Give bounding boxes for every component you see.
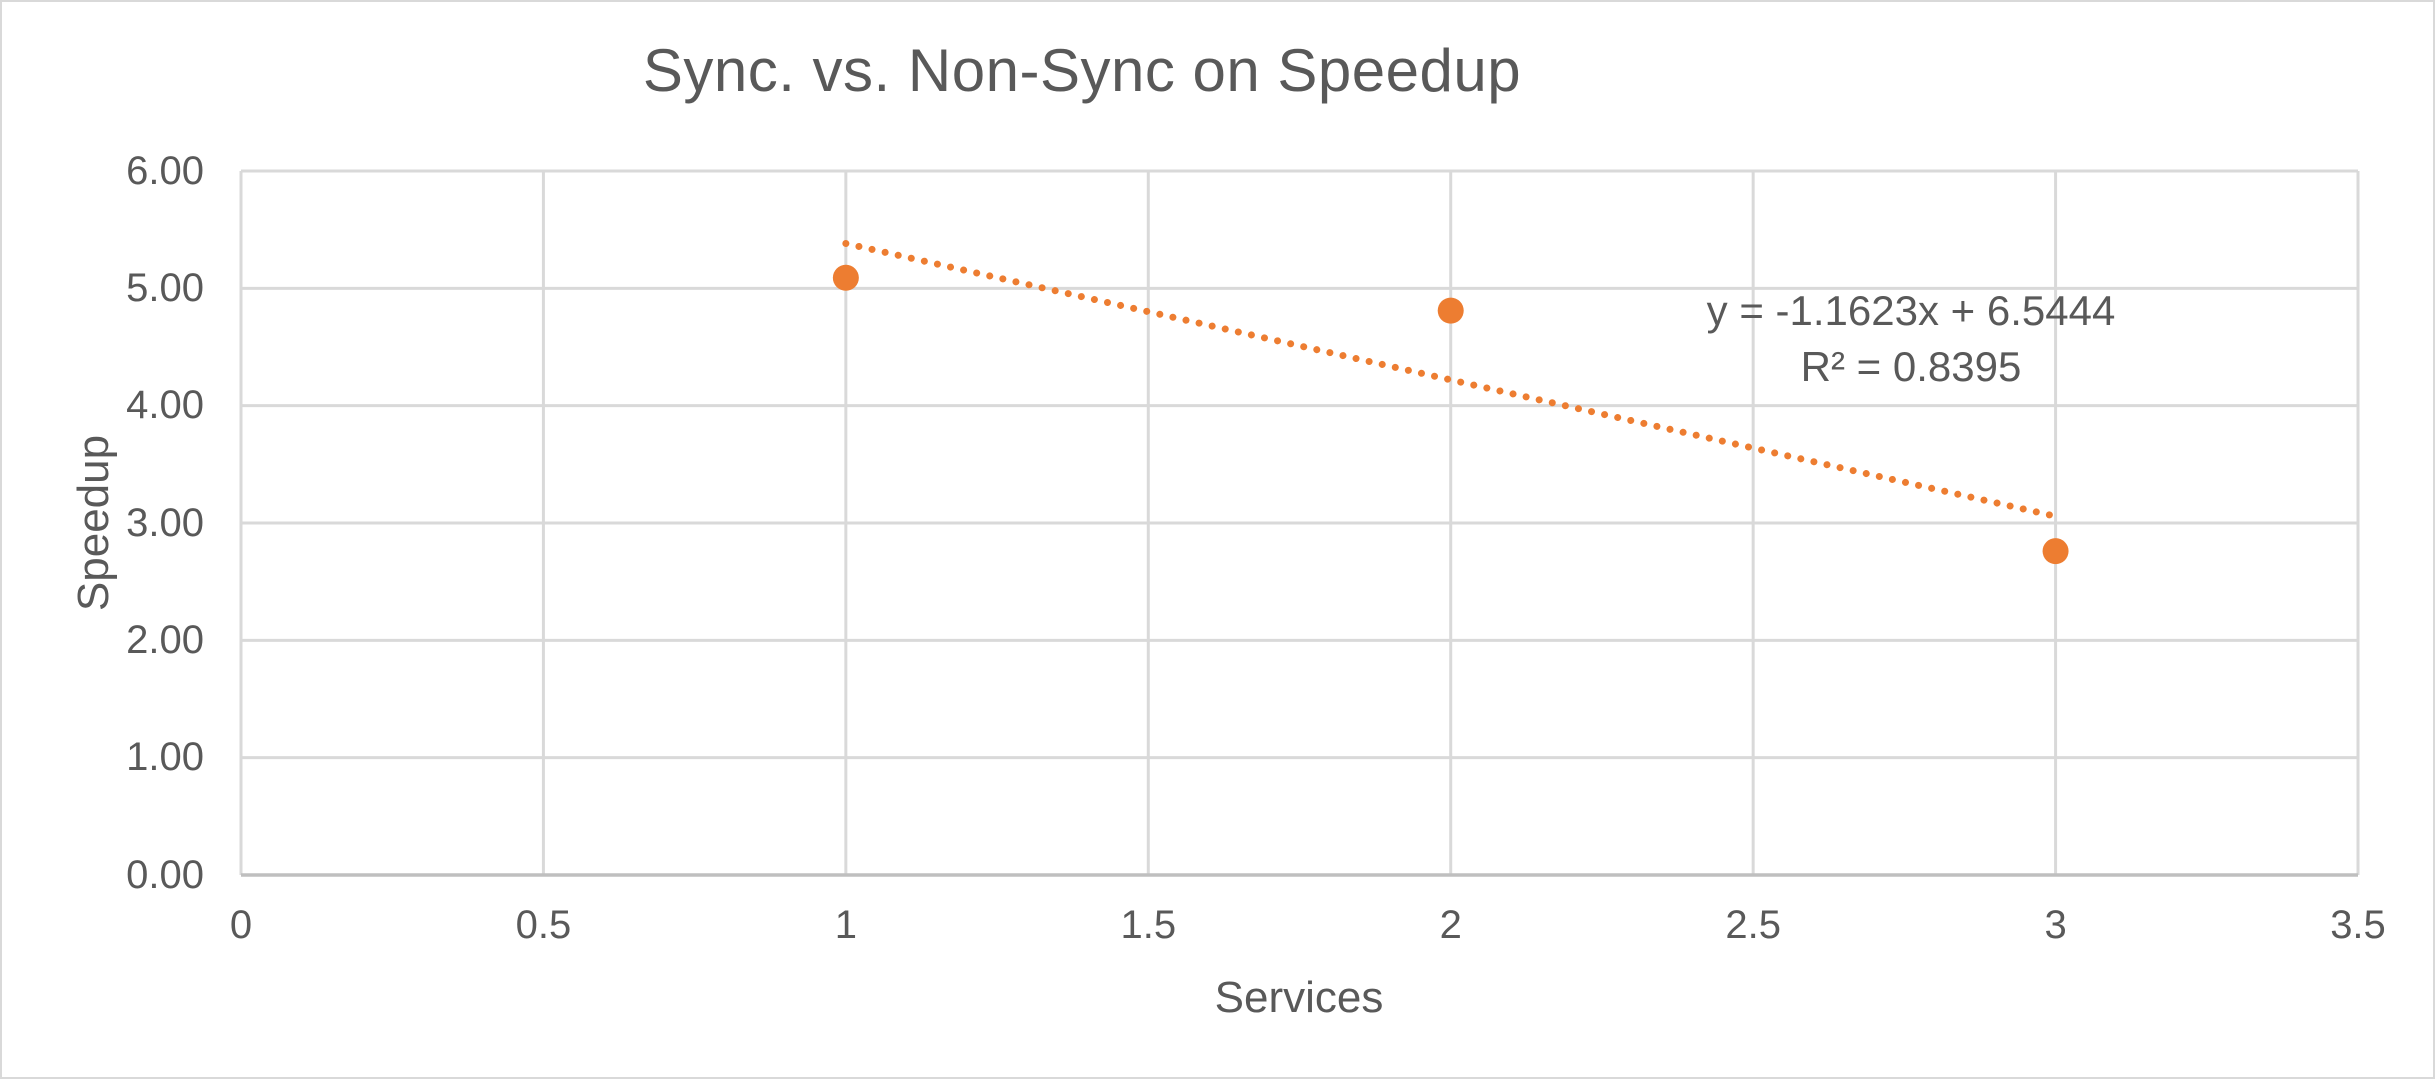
x-tick-label: 2.5 bbox=[1725, 902, 1781, 947]
x-tick-label: 3.5 bbox=[2330, 902, 2386, 947]
y-tick-label: 1.00 bbox=[126, 735, 204, 780]
x-tick-label: 3 bbox=[2044, 902, 2067, 947]
x-tick-label: 0.5 bbox=[515, 902, 572, 947]
y-tick-label: 0.00 bbox=[126, 852, 204, 897]
trendline-r-squared: R² = 0.8395 bbox=[1800, 343, 2022, 390]
gridlines bbox=[239, 169, 2360, 875]
chart-title: Sync. vs. Non-Sync on Speedup bbox=[642, 37, 1522, 104]
trendline bbox=[842, 240, 2060, 520]
y-tick-label: 3.00 bbox=[126, 500, 204, 545]
y-tick-label: 2.00 bbox=[126, 617, 204, 662]
x-tick-label: 2 bbox=[1439, 902, 1462, 947]
data-point bbox=[2042, 538, 2069, 565]
x-tick-label: 1 bbox=[834, 902, 857, 947]
trendline-equation: y = -1.1623x + 6.5444 bbox=[1706, 287, 2116, 334]
trendline-label: y = -1.1623x + 6.5444 R² = 0.8395 bbox=[1511, 283, 2311, 395]
data-points bbox=[832, 264, 2069, 565]
trendline-dotted bbox=[842, 240, 2060, 520]
y-tick-label: 4.00 bbox=[126, 383, 204, 428]
y-tick-label: 6.00 bbox=[126, 148, 204, 193]
data-point bbox=[832, 264, 859, 291]
data-point bbox=[1437, 297, 1464, 324]
x-tick-label: 0 bbox=[229, 902, 253, 947]
x-axis-title: Services bbox=[1214, 973, 1384, 1022]
y-tick-label: 5.00 bbox=[126, 265, 204, 310]
x-tick-label: 1.5 bbox=[1120, 902, 1177, 947]
